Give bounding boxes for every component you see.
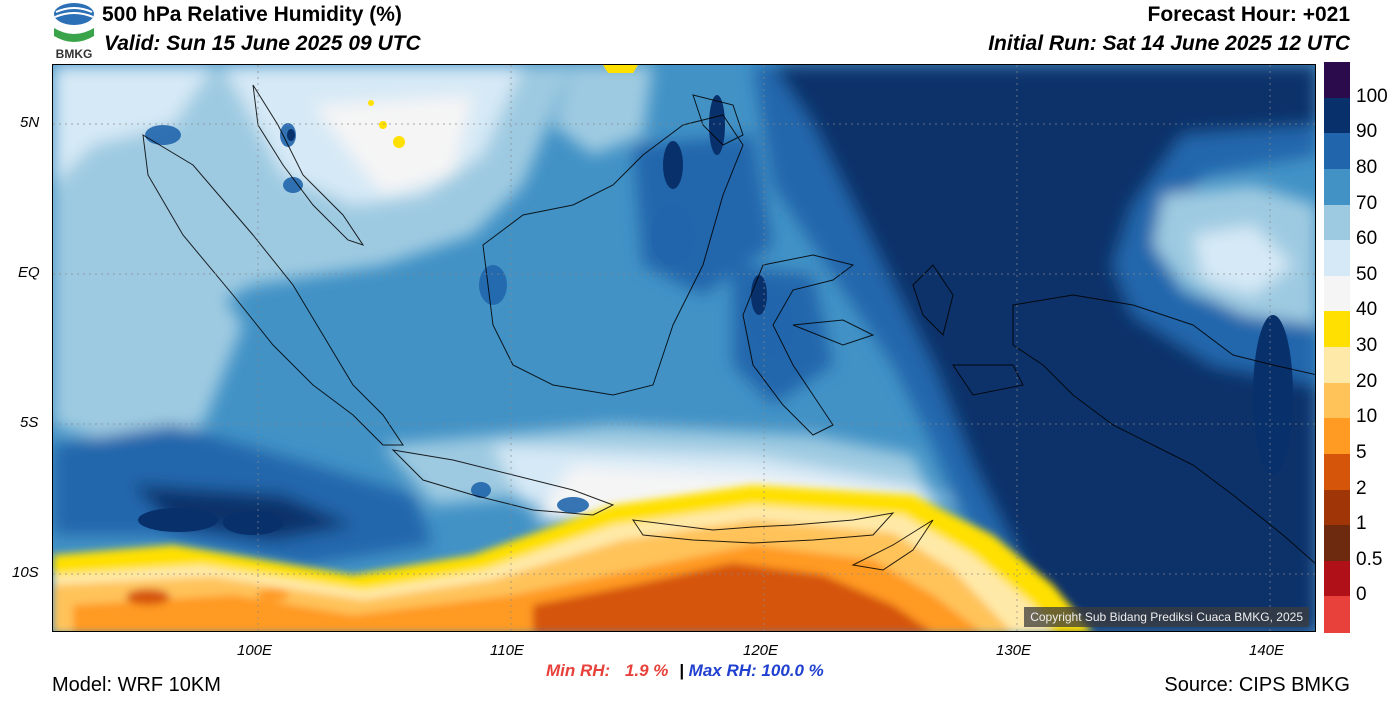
colorbar-label: 100	[1356, 85, 1388, 107]
bmkg-logo-icon: BMKG	[54, 3, 94, 61]
colorbar-segment	[1324, 489, 1350, 526]
colorbar-label: 90	[1356, 121, 1378, 143]
colorbar-segment	[1324, 240, 1350, 277]
colorbar-segment	[1324, 382, 1350, 419]
chart-title: 500 hPa Relative Humidity (%)	[102, 3, 402, 26]
max-rh-label: Max RH: 100.0 %	[688, 661, 824, 680]
colorbar-label: 5	[1356, 441, 1367, 463]
lon-label-110e: 110E	[490, 642, 524, 659]
colorbar-label: 30	[1356, 335, 1378, 356]
colorbar-label: 70	[1356, 192, 1378, 214]
colorbar-segment	[1324, 347, 1350, 384]
colorbar-label: 0.5	[1356, 548, 1383, 570]
lat-label-5n: 5N	[20, 114, 40, 131]
colorbar-segment	[1324, 204, 1350, 241]
source-label: Source: CIPS BMKG	[1164, 674, 1350, 696]
copyright-notice: Copyright Sub Bidang Prediksi Cuaca BMKG…	[1024, 607, 1309, 627]
lon-label-140e: 140E	[1249, 642, 1285, 659]
min-rh-label: Min RH:	[546, 661, 611, 680]
stats-separator: |	[679, 661, 684, 680]
colorbar-label: 10	[1356, 406, 1378, 428]
colorbar-segment	[1324, 596, 1350, 633]
colorbar-label: 0	[1356, 584, 1367, 606]
colorbar-label: 50	[1356, 263, 1378, 285]
colorbar-segment	[1324, 275, 1350, 312]
svg-text:BMKG: BMKG	[56, 47, 93, 60]
lat-label-10s: 10S	[12, 564, 39, 581]
lat-label-5s: 5S	[20, 414, 39, 431]
colorbar-label: 2	[1356, 477, 1367, 499]
colorbar	[1324, 62, 1350, 633]
colorbar-label: 80	[1356, 156, 1378, 178]
lon-label-130e: 130E	[996, 642, 1032, 659]
colorbar-segment	[1324, 97, 1350, 134]
lat-label-eq: EQ	[18, 264, 40, 281]
colorbar-segment	[1324, 168, 1350, 205]
colorbar-segment	[1324, 418, 1350, 455]
colorbar-segment	[1324, 62, 1350, 99]
colorbar-segment	[1324, 311, 1350, 348]
colorbar-segment	[1324, 525, 1350, 562]
rh-stats: Min RH: 1.9 % | Max RH: 100.0 %	[546, 661, 824, 681]
colorbar-segment	[1324, 560, 1350, 597]
colorbar-label: 60	[1356, 228, 1378, 250]
min-rh-value: 1.9 %	[624, 661, 669, 680]
valid-time: Valid: Sun 15 June 2025 09 UTC	[104, 32, 421, 55]
colorbar-segment	[1324, 133, 1350, 170]
colorbar-label: 1	[1356, 513, 1367, 535]
colorbar-label: 20	[1356, 370, 1378, 392]
colorbar-label: 40	[1356, 299, 1378, 321]
lon-label-100e: 100E	[237, 642, 273, 659]
bmkg-logo: BMKG	[50, 2, 98, 61]
initial-run: Initial Run: Sat 14 June 2025 12 UTC	[988, 32, 1350, 55]
humidity-map: Copyright Sub Bidang Prediksi Cuaca BMKG…	[52, 64, 1316, 632]
forecast-hour: Forecast Hour: +021	[1147, 3, 1351, 26]
colorbar-segment	[1324, 453, 1350, 490]
model-label: Model: WRF 10KM	[52, 674, 221, 696]
lon-label-120e: 120E	[743, 642, 779, 659]
humidity-field	[53, 65, 1315, 631]
